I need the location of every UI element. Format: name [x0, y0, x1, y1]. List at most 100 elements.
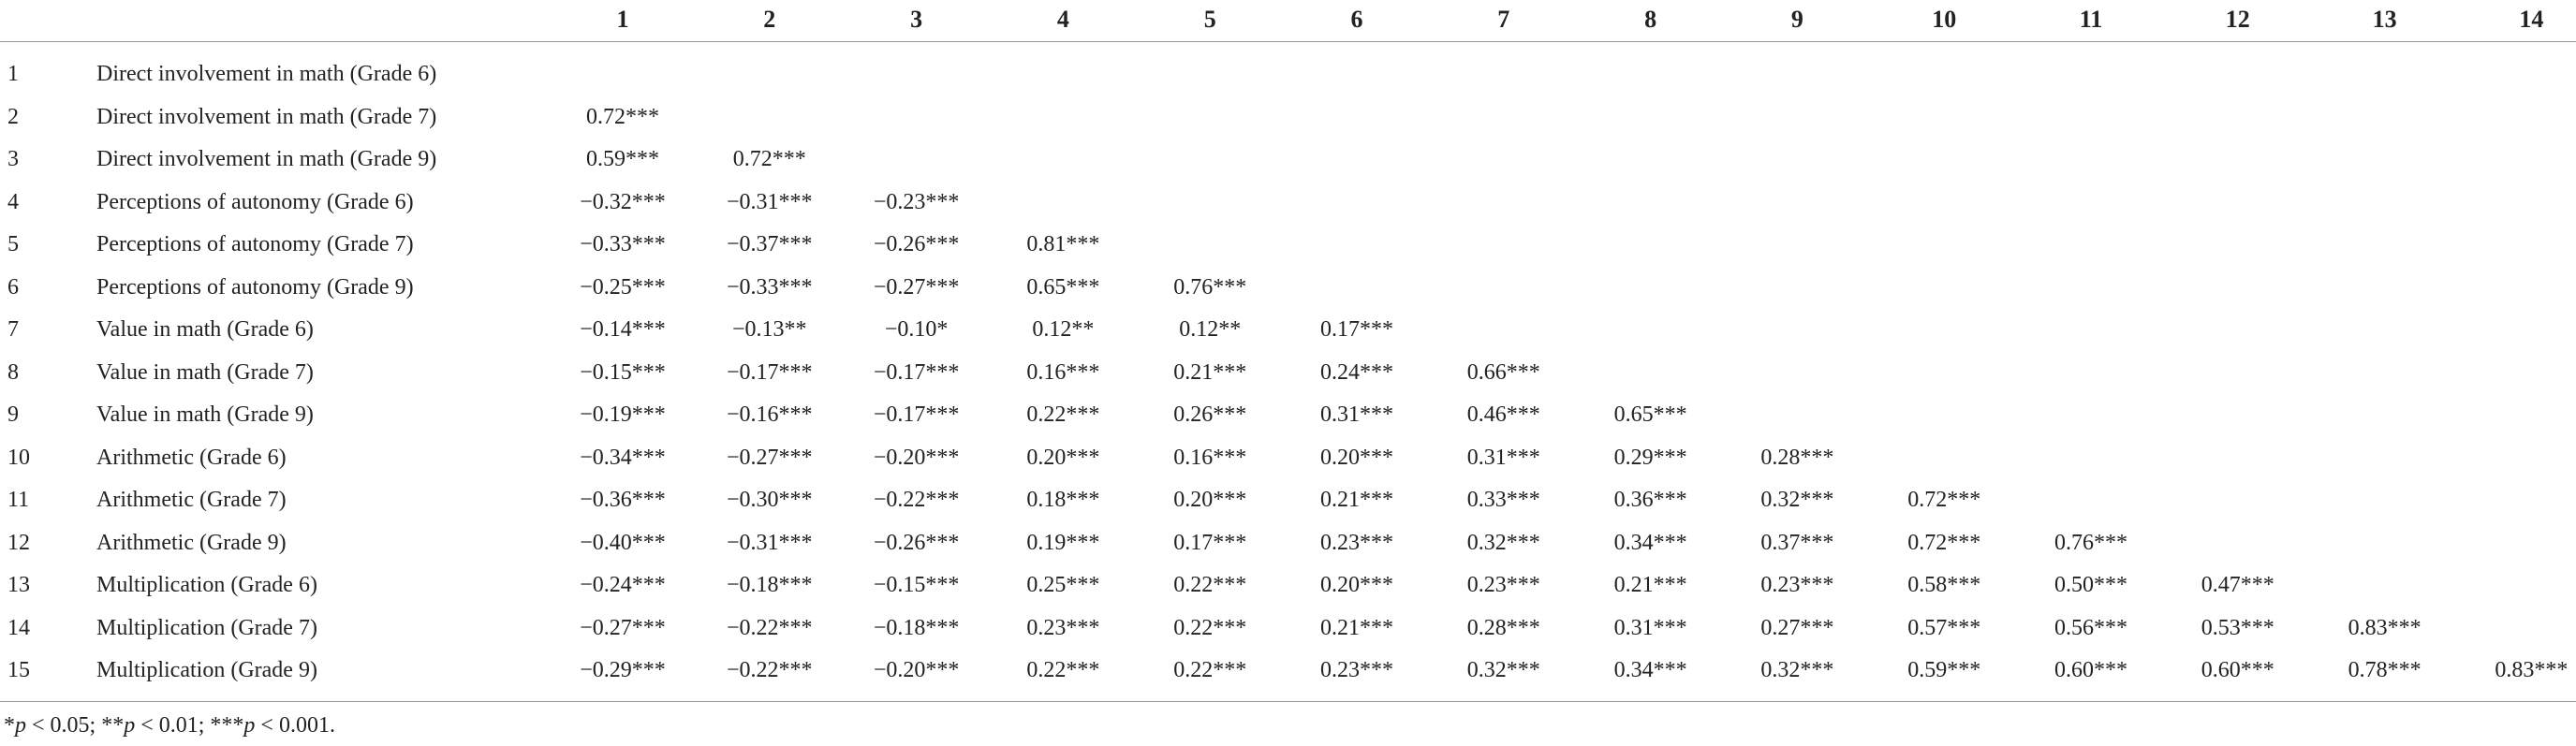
column-header: 5	[1203, 6, 1216, 33]
footnote-part: < 0.001.	[255, 713, 335, 738]
correlation-cell: 0.66***	[1466, 359, 1540, 385]
correlation-cell: −0.14***	[580, 317, 666, 342]
row-label: Multiplication (Grade 6)	[96, 573, 317, 597]
correlation-cell: −0.15***	[580, 359, 666, 385]
correlation-cell: −0.18***	[873, 615, 960, 640]
row-label: Direct involvement in math (Grade 9)	[96, 147, 437, 171]
correlation-cell: −0.18***	[727, 573, 813, 597]
row-number: 6	[7, 274, 19, 300]
column-header: 6	[1350, 6, 1363, 33]
correlation-cell: 0.20***	[1026, 445, 1100, 470]
row-number: 1	[7, 62, 19, 86]
correlation-cell: 0.23***	[1760, 573, 1834, 597]
column-header: 7	[1497, 6, 1510, 33]
correlation-cell: 0.32***	[1466, 658, 1540, 682]
correlation-cell: −0.34***	[580, 445, 666, 470]
correlation-cell: −0.20***	[873, 658, 960, 682]
correlation-cell: −0.29***	[580, 658, 666, 682]
correlation-cell: 0.17***	[1173, 530, 1247, 555]
correlation-cell: −0.22***	[727, 615, 813, 640]
correlation-cell: −0.37***	[727, 232, 813, 256]
correlation-cell: −0.27***	[580, 615, 666, 640]
correlation-cell: 0.16***	[1026, 359, 1100, 385]
correlation-cell: 0.83***	[2348, 615, 2421, 640]
correlation-cell: 0.53***	[2201, 615, 2274, 640]
footnote-part: *	[4, 713, 15, 738]
row-label: Direct involvement in math (Grade 6)	[96, 62, 437, 86]
correlation-cell: 0.32***	[1760, 658, 1834, 682]
column-header: 4	[1056, 6, 1069, 33]
correlation-cell: 0.22***	[1173, 573, 1247, 597]
row-label: Perceptions of autonomy (Grade 6)	[96, 189, 414, 214]
correlation-cell: 0.32***	[1760, 488, 1834, 512]
correlation-cell: 0.60***	[2201, 658, 2274, 682]
correlation-cell: −0.10*	[884, 317, 949, 342]
correlation-cell: 0.72***	[586, 104, 659, 129]
footnote-part: p	[124, 713, 136, 738]
correlation-cell: −0.13**	[732, 317, 807, 342]
correlation-cell: 0.17***	[1320, 317, 1393, 342]
correlation-cell: 0.50***	[2054, 573, 2127, 597]
row-number: 11	[7, 488, 30, 512]
footnote-part: p	[243, 713, 256, 738]
correlation-cell: −0.27***	[873, 274, 960, 300]
correlation-cell: 0.31***	[1466, 445, 1540, 470]
correlation-cell: −0.31***	[727, 189, 813, 214]
correlation-cell: −0.36***	[580, 488, 666, 512]
correlation-cell: 0.20***	[1320, 445, 1393, 470]
correlation-cell: −0.32***	[580, 189, 666, 214]
column-header: 3	[910, 6, 923, 33]
correlation-cell: 0.21***	[1613, 573, 1687, 597]
correlation-cell: 0.37***	[1760, 530, 1834, 555]
correlation-cell: 0.26***	[1173, 402, 1247, 427]
row-number: 14	[7, 615, 30, 640]
correlation-cell: 0.81***	[1026, 232, 1100, 256]
correlation-cell: −0.16***	[727, 402, 813, 427]
correlation-cell: −0.17***	[873, 359, 960, 385]
correlation-cell: −0.22***	[727, 658, 813, 682]
correlation-cell: 0.34***	[1613, 530, 1687, 555]
correlation-cell: −0.26***	[873, 530, 960, 555]
footnote-part: < 0.01; ***	[135, 713, 244, 738]
correlation-cell: 0.28***	[1760, 445, 1834, 470]
correlation-cell: 0.72***	[1907, 488, 1981, 512]
correlation-cell: 0.83***	[2495, 658, 2569, 682]
row-label: Arithmetic (Grade 6)	[96, 445, 287, 470]
row-label: Perceptions of autonomy (Grade 9)	[96, 274, 414, 300]
correlation-cell: 0.21***	[1320, 615, 1393, 640]
correlation-cell: −0.30***	[727, 488, 813, 512]
correlation-cell: 0.57***	[1907, 615, 1981, 640]
correlation-cell: 0.34***	[1613, 658, 1687, 682]
correlation-cell: 0.72***	[1907, 530, 1981, 555]
correlation-cell: 0.65***	[1613, 402, 1687, 427]
correlation-cell: 0.76***	[2054, 530, 2127, 555]
correlation-cell: 0.58***	[1907, 573, 1981, 597]
column-header: 12	[2225, 6, 2250, 33]
correlation-cell: −0.19***	[580, 402, 666, 427]
row-number: 5	[7, 232, 19, 256]
correlation-cell: −0.40***	[580, 530, 666, 555]
correlation-cell: 0.18***	[1026, 488, 1100, 512]
correlation-cell: −0.22***	[873, 488, 960, 512]
correlation-cell: 0.76***	[1173, 274, 1247, 300]
correlation-cell: 0.20***	[1320, 573, 1393, 597]
correlation-cell: −0.33***	[580, 232, 666, 256]
correlation-cell: 0.46***	[1466, 402, 1540, 427]
correlation-cell: −0.24***	[580, 573, 666, 597]
row-label: Value in math (Grade 7)	[96, 359, 314, 385]
column-header: 8	[1644, 6, 1657, 33]
correlation-cell: 0.24***	[1320, 359, 1393, 385]
row-number: 7	[7, 317, 19, 342]
correlation-cell: −0.17***	[873, 402, 960, 427]
correlation-cell: 0.16***	[1173, 445, 1247, 470]
correlation-cell: 0.12**	[1179, 317, 1242, 342]
column-header: 11	[2079, 6, 2103, 33]
correlation-cell: 0.22***	[1173, 615, 1247, 640]
correlation-cell: 0.22***	[1026, 402, 1100, 427]
correlation-cell: 0.29***	[1613, 445, 1687, 470]
column-header: 2	[763, 6, 776, 33]
row-label: Value in math (Grade 9)	[96, 402, 314, 427]
correlation-cell: −0.17***	[727, 359, 813, 385]
correlation-cell: 0.19***	[1026, 530, 1100, 555]
